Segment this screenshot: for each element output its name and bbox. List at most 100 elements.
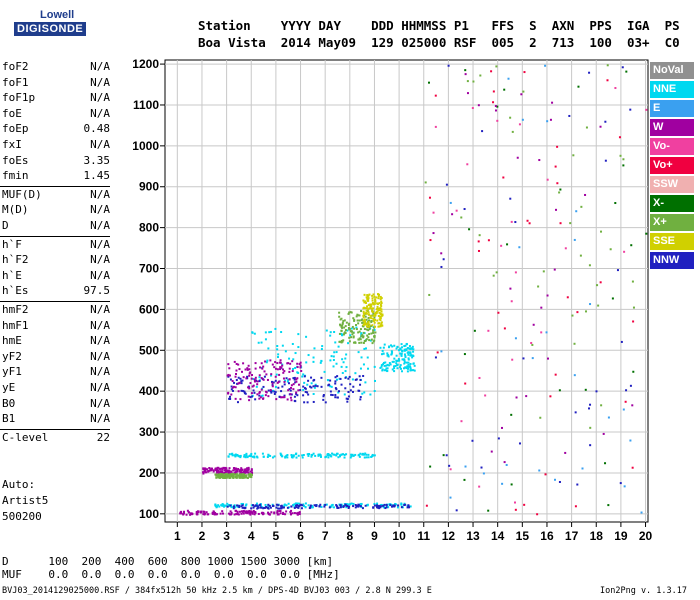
noise-point [609,248,612,251]
noise-point [500,244,503,247]
echo-point [306,391,309,394]
header-values: Boa Vista 2014 May09 129 025000 RSF 005 … [198,35,680,50]
echo-point [234,473,237,476]
echo-point [347,395,350,398]
echo-point [382,363,385,366]
echo-point [396,345,399,348]
echo-point [320,505,323,508]
noise-point [559,188,562,191]
echo-point [278,507,281,510]
echo-point [238,510,241,513]
echo-point [393,367,396,370]
echo-point [396,367,399,370]
echo-point [229,378,232,381]
echo-point [238,476,241,479]
echo-point [304,502,307,505]
noise-point [558,191,561,194]
echo-point [261,452,264,455]
echo-point [307,379,310,382]
noise-point [574,505,577,508]
noise-point [573,374,576,377]
echo-point [380,364,383,367]
echo-point [273,512,276,515]
echo-point [253,505,256,508]
echo-point [344,325,347,328]
param-name: foF2 [2,60,29,73]
noise-point [558,389,561,392]
echo-point [238,455,241,458]
echo-point [314,384,317,387]
noise-point [554,478,557,481]
echo-point [259,366,262,369]
echo-point [377,309,380,312]
echo-point [254,452,257,455]
echo-point [317,454,320,457]
echo-point [393,357,396,360]
param-name: yE [2,381,16,394]
noise-point [484,394,487,397]
echo-point [373,365,376,368]
d-distance-row: D 100 200 400 600 800 1000 1500 3000 [km… [2,555,334,568]
echo-point [260,341,263,344]
echo-point [276,345,279,348]
echo-point [236,504,239,507]
noise-point [463,478,466,481]
echo-point [283,383,286,386]
echo-point [310,455,313,458]
echo-point [260,395,263,398]
param-value: N/A [90,75,110,89]
echo-point [286,380,289,383]
noise-point [442,454,445,457]
param-name: yF1 [2,365,22,379]
echo-point [264,331,267,334]
echo-point [234,471,237,474]
x-tick-label: 9 [371,529,378,543]
version-info: Ion2Png v. 1.3.17 [600,586,687,596]
noise-point [428,196,431,199]
noise-point [511,130,514,133]
echo-point [339,504,342,507]
echo-point [245,454,248,457]
echo-point [183,510,186,513]
echo-point [356,505,359,508]
legend-item: X- [650,195,694,212]
echo-point [336,506,339,509]
echo-point [267,513,270,516]
x-tick-label: 12 [442,529,456,543]
echo-point [275,373,278,376]
echo-point [276,510,279,513]
echo-point [367,323,370,326]
echo-point [375,296,378,299]
echo-point [260,377,263,380]
echo-point [237,513,240,516]
echo-point [280,453,283,456]
echo-point [379,506,382,509]
echo-point [269,389,272,392]
echo-point [283,380,286,383]
echo-point [234,397,237,400]
echo-point [347,377,350,380]
echo-point [342,453,345,456]
echo-point [304,387,307,390]
legend-item: SSE [650,233,694,250]
noise-point [425,504,428,507]
echo-point [264,360,267,363]
echo-point [251,504,254,507]
echo-point [373,302,376,305]
echo-point [347,323,350,326]
echo-point [349,334,352,337]
echo-point [359,383,362,386]
echo-point [273,366,276,369]
y-tick-label: 1000 [132,139,159,153]
echo-point [367,453,370,456]
noise-point [581,467,584,470]
echo-point [286,362,289,365]
echo-point [279,452,282,455]
echo-point [355,328,358,331]
echo-point [314,383,317,386]
echo-point [278,510,281,513]
echo-point [258,504,261,507]
echo-point [369,305,372,308]
echo-point [335,362,338,365]
echo-point [293,378,296,381]
